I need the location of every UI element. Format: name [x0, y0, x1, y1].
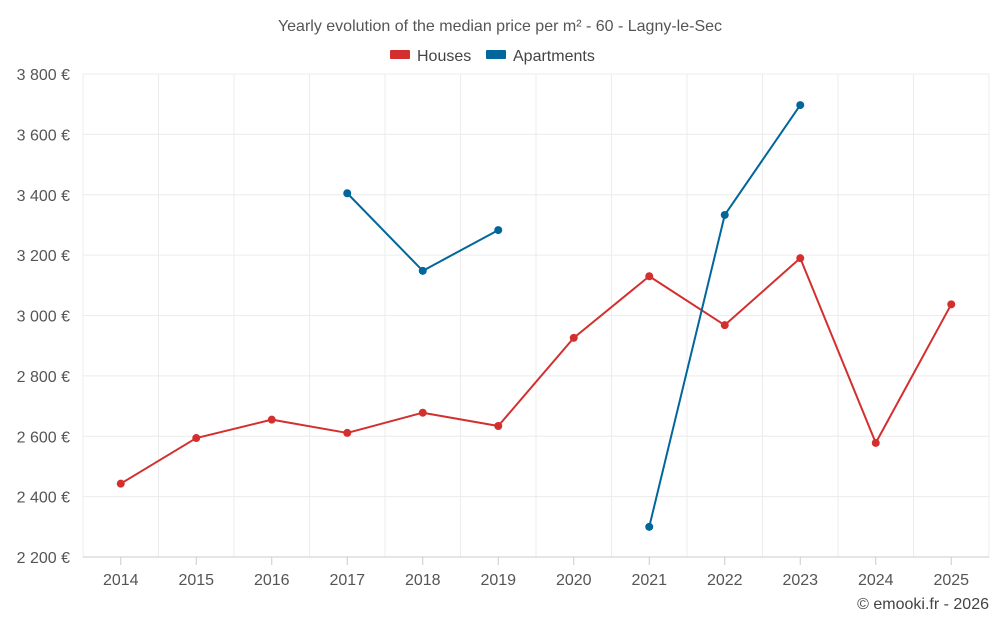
data-point-houses[interactable] [645, 272, 654, 281]
data-point-houses[interactable] [418, 408, 427, 417]
series [116, 101, 956, 531]
data-point-houses[interactable] [494, 421, 503, 430]
data-point-houses[interactable] [192, 434, 201, 443]
data-point-houses[interactable] [569, 333, 578, 342]
x-tick-label: 2025 [933, 572, 969, 589]
x-tick-label: 2019 [480, 572, 516, 589]
series-line-houses [120, 257, 953, 485]
data-point-apartments[interactable] [645, 522, 654, 531]
legend-swatch-houses [390, 50, 410, 59]
y-tick-label: 3 200 € [17, 248, 70, 265]
data-point-apartments[interactable] [796, 101, 805, 110]
x-tick-label: 2022 [707, 572, 743, 589]
x-tick-label: 2023 [782, 572, 818, 589]
data-point-houses[interactable] [947, 300, 956, 309]
data-point-houses[interactable] [267, 415, 276, 424]
legend: Houses Apartments [390, 48, 595, 65]
data-point-houses[interactable] [343, 428, 352, 437]
y-tick-label: 3 000 € [17, 309, 70, 326]
legend-item-apartments[interactable]: Apartments [486, 48, 595, 65]
data-point-houses[interactable] [796, 254, 805, 263]
y-tick-label: 2 400 € [17, 490, 70, 507]
series-apartments [343, 101, 805, 531]
legend-label-apartments: Apartments [513, 48, 595, 65]
x-tick-label: 2014 [103, 572, 139, 589]
y-tick-label: 2 800 € [17, 369, 70, 386]
axes: 2 200 € 2 400 € 2 600 € 2 800 € 3 000 € 3 200… [17, 67, 989, 589]
legend-item-houses[interactable]: Houses [390, 48, 471, 65]
data-point-apartments[interactable] [720, 210, 729, 219]
y-tick-label: 3 600 € [17, 127, 70, 144]
x-tick-label: 2021 [631, 572, 667, 589]
y-tick-label: 2 200 € [17, 550, 70, 567]
chart-title: Yearly evolution of the median price per… [278, 18, 722, 35]
y-tick-label: 3 400 € [17, 188, 70, 205]
data-point-apartments[interactable] [418, 266, 427, 275]
grid [82, 73, 990, 557]
data-point-houses[interactable] [720, 321, 729, 330]
legend-label-houses: Houses [417, 48, 471, 65]
data-point-apartments[interactable] [494, 226, 503, 235]
data-point-houses[interactable] [116, 479, 125, 488]
x-tick-label: 2020 [556, 572, 592, 589]
data-point-apartments[interactable] [343, 189, 352, 198]
series-line-apartments [346, 192, 499, 272]
x-tick-label: 2016 [254, 572, 290, 589]
y-tick-label: 2 600 € [17, 429, 70, 446]
series-houses [116, 254, 956, 488]
data-point-houses[interactable] [871, 438, 880, 447]
x-tick-label: 2024 [858, 572, 894, 589]
x-tick-label: 2018 [405, 572, 441, 589]
legend-swatch-apartments [486, 50, 506, 59]
y-tick-label: 3 800 € [17, 67, 70, 84]
x-tick-label: 2017 [329, 572, 365, 589]
x-tick-label: 2015 [178, 572, 214, 589]
credit-text: © emooki.fr - 2026 [857, 596, 989, 613]
